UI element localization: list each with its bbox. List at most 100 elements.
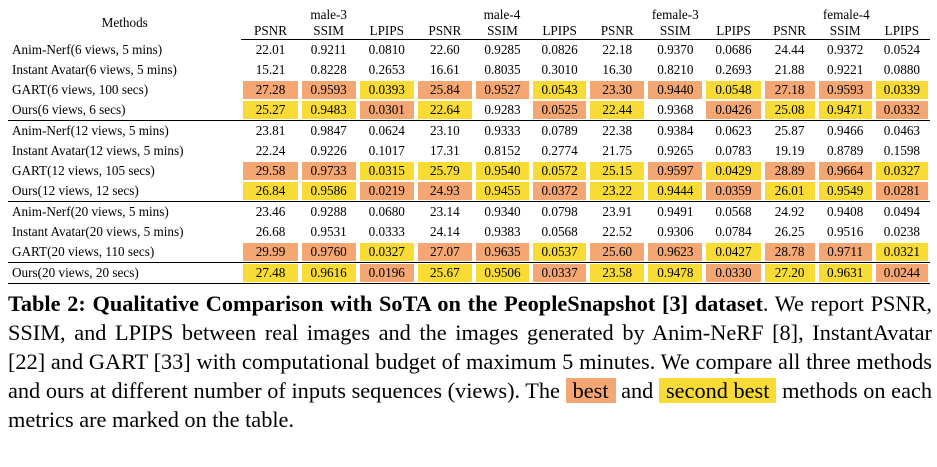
metric-value-cell: 0.0301 [358, 100, 416, 121]
metric-value-cell: 0.0427 [704, 242, 762, 263]
metric-value-cell: 0.0572 [531, 161, 588, 181]
metric-value: 22.60 [430, 42, 460, 57]
metric-value-cell: 23.30 [588, 80, 646, 100]
metric-value-cell: 0.9540 [474, 161, 531, 181]
method-name-cell: GART(6 views, 100 secs) [12, 82, 149, 97]
metric-value-cell: 0.9631 [816, 262, 874, 284]
metric-value-cell: 0.0372 [531, 181, 588, 202]
metric-value-cell: 0.9527 [474, 80, 531, 100]
best-value: 27.18 [764, 81, 815, 99]
best-value: 25.84 [417, 81, 472, 99]
metric-value-cell: 0.1598 [874, 141, 930, 161]
best-value: 0.0372 [533, 182, 587, 200]
group-header: male-4 [483, 7, 521, 22]
metric-value-cell: 16.61 [416, 60, 474, 80]
metric-value: 0.8228 [310, 62, 347, 77]
metric-value: 19.19 [774, 143, 805, 158]
metric-value: 0.9372 [827, 42, 864, 57]
metric-value-cell: 26.25 [763, 222, 817, 242]
table-row: Ours(6 views, 6 secs) 25.27 0.9483 0.0301 22… [8, 100, 930, 121]
metric-value-cell: 21.88 [763, 60, 817, 80]
metric-value-cell: 0.0624 [357, 120, 416, 141]
metric-value-cell: 22.01 [241, 40, 299, 61]
metric-value: 22.38 [602, 123, 633, 138]
metric-value: 0.1598 [883, 143, 920, 158]
best-value: 0.9664 [818, 162, 872, 180]
best-value: 0.0330 [706, 264, 761, 282]
metric-value-cell: 23.81 [241, 120, 300, 141]
metric-value-cell: 0.9455 [474, 181, 531, 202]
best-value: 23.30 [590, 81, 645, 99]
metric-value: 0.9491 [657, 204, 694, 219]
best-value: 29.58 [243, 162, 298, 180]
table-row: GART(20 views, 110 secs) 29.99 0.9760 0.032… [8, 242, 930, 263]
method-name-cell: GART(20 views, 110 secs) [12, 244, 155, 259]
metric-value: 0.2774 [541, 143, 578, 158]
metric-value: 0.9408 [827, 204, 864, 219]
best-value: 0.0244 [875, 264, 928, 282]
metric-value: 24.14 [430, 224, 460, 239]
metric-value-cell: 0.8152 [474, 141, 531, 161]
metric-value-cell: 0.0359 [704, 181, 762, 202]
metric-value: 22.01 [255, 42, 286, 57]
best-value: 0.0337 [533, 264, 587, 282]
metric-value-cell: 0.3010 [531, 60, 588, 80]
metric-value-cell: 0.0623 [704, 120, 763, 141]
second-best-value: 0.0327 [359, 243, 414, 261]
metric-value-cell: 17.31 [416, 141, 474, 161]
metric-header: LPIPS [531, 23, 589, 40]
metric-value: 0.9211 [310, 42, 347, 57]
metric-value-cell: 22.18 [588, 40, 646, 61]
metric-value-cell: 0.0680 [357, 201, 416, 222]
metric-value: 0.0568 [541, 224, 578, 239]
metric-value-cell: 28.89 [763, 161, 817, 181]
metric-value: 0.0798 [541, 204, 578, 219]
group-header: female-3 [651, 7, 699, 22]
table-row: GART(12 views, 105 secs) 29.58 0.9733 0.031… [8, 161, 930, 181]
metric-value-cell: 28.78 [763, 242, 817, 263]
metric-value-cell: 0.8228 [300, 60, 358, 80]
metric-value: 23.14 [430, 204, 460, 219]
metric-value: 0.9285 [484, 42, 521, 57]
metric-value-cell: 0.0810 [358, 40, 416, 61]
metric-value-cell: 0.0798 [531, 201, 589, 222]
metric-value: 0.0238 [883, 224, 920, 239]
best-value: 29.99 [243, 243, 298, 261]
method-name-cell: Instant Avatar(20 views, 5 mins) [12, 224, 184, 239]
metric-value-cell: 0.9847 [299, 120, 358, 141]
metric-value-cell: 27.18 [763, 80, 817, 100]
metric-value-cell: 0.9283 [474, 100, 531, 121]
metric-value-cell: 27.20 [762, 262, 817, 284]
metric-value-cell: 0.9368 [646, 100, 704, 121]
metric-value-cell: 25.60 [588, 242, 646, 263]
metric-value: 0.9288 [310, 204, 347, 219]
metric-value-cell: 0.0686 [704, 40, 762, 61]
metric-value: 16.30 [602, 62, 633, 77]
metric-value: 0.9383 [484, 224, 521, 239]
metric-value-cell: 0.0826 [531, 40, 588, 61]
metric-value-cell: 26.01 [763, 181, 817, 202]
metric-header: SSIM [646, 23, 705, 40]
metric-value-cell: 0.9483 [300, 100, 358, 121]
second-best-value: 27.20 [764, 264, 815, 282]
table-row: Instant Avatar(12 views, 5 mins) 22.24 0.9… [8, 141, 930, 161]
metric-value: 0.0494 [883, 204, 920, 219]
second-best-value: 22.64 [417, 101, 472, 119]
metric-value-cell: 16.30 [588, 60, 646, 80]
metric-value: 0.1017 [368, 143, 405, 158]
metric-value: 0.2653 [368, 62, 405, 77]
metric-value-cell: 0.9285 [474, 40, 531, 61]
metric-value-cell: 23.10 [415, 120, 474, 141]
metric-value-cell: 0.0219 [358, 181, 416, 202]
method-name-cell: Anim-Nerf(20 views, 5 mins) [8, 201, 242, 222]
second-best-value: 0.9483 [301, 101, 356, 119]
method-name-cell: Anim-Nerf(6 views, 5 mins) [12, 41, 163, 57]
metric-value-cell: 26.68 [241, 222, 299, 242]
metric-value: 24.92 [774, 204, 805, 219]
metric-value-cell: 24.93 [416, 181, 474, 202]
metric-value-cell: 0.0393 [358, 80, 416, 100]
metric-header-row: PSNR SSIM LPIPS PSNR SSIM LPIPS PSNR SSI… [8, 23, 930, 40]
second-best-value: 0.9540 [475, 162, 530, 180]
metric-value-cell: 22.52 [588, 222, 646, 242]
best-value: 0.0332 [875, 101, 928, 119]
